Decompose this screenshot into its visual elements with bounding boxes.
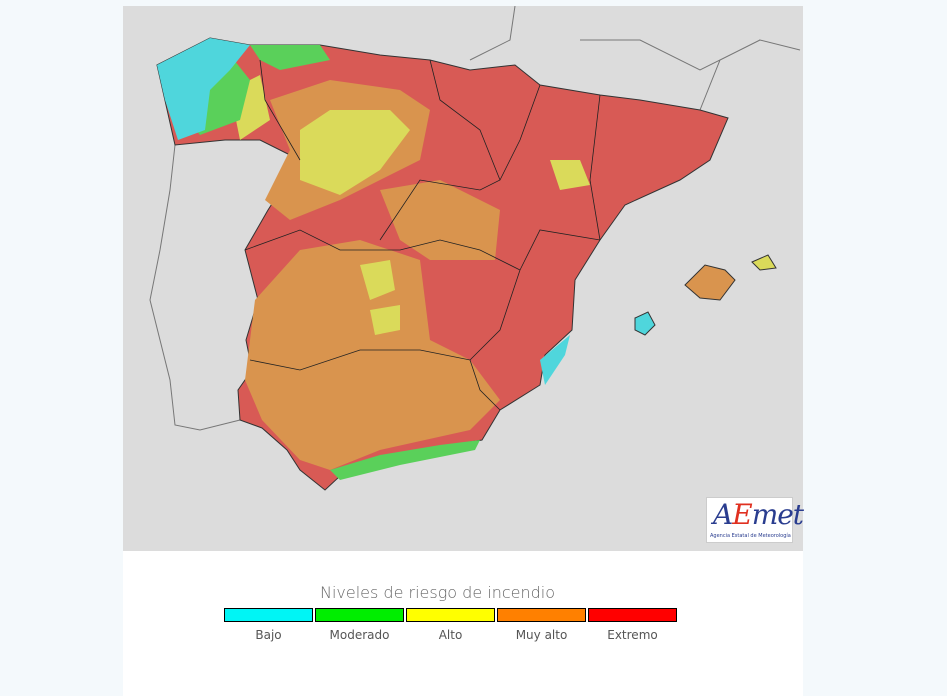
legend-label: Extremo	[607, 628, 658, 642]
legend-item-bajo: Bajo	[224, 608, 313, 642]
france-coast	[469, 5, 801, 111]
legend-swatch	[224, 608, 313, 622]
legend-label: Muy alto	[515, 628, 568, 642]
legend-label: Moderado	[329, 628, 390, 642]
risk-legend: Bajo Moderado Alto Muy alto Extremo	[224, 608, 677, 642]
region-borders	[244, 59, 601, 411]
legend-panel	[123, 551, 803, 696]
legend-label: Bajo	[255, 628, 282, 642]
risk-areas	[157, 38, 590, 480]
legend-label: Alto	[438, 628, 463, 642]
spain-map	[149, 5, 801, 491]
aemet-logo: AEmet Agencia Estatal de Meteorología	[706, 497, 804, 543]
legend-swatch	[406, 608, 495, 622]
portugal-border	[149, 144, 241, 431]
legend-swatch	[315, 608, 404, 622]
legend-swatch	[497, 608, 586, 622]
fire-risk-map: AEmet Agencia Estatal de Meteorología	[123, 5, 804, 551]
legend-item-extremo: Extremo	[588, 608, 677, 642]
balearic-islands	[634, 254, 777, 336]
legend-title: Niveles de riesgo de incendio	[319, 583, 556, 602]
legend-item-muy-alto: Muy alto	[497, 608, 586, 642]
legend-item-moderado: Moderado	[315, 608, 404, 642]
legend-swatch	[588, 608, 677, 622]
legend-item-alto: Alto	[406, 608, 495, 642]
